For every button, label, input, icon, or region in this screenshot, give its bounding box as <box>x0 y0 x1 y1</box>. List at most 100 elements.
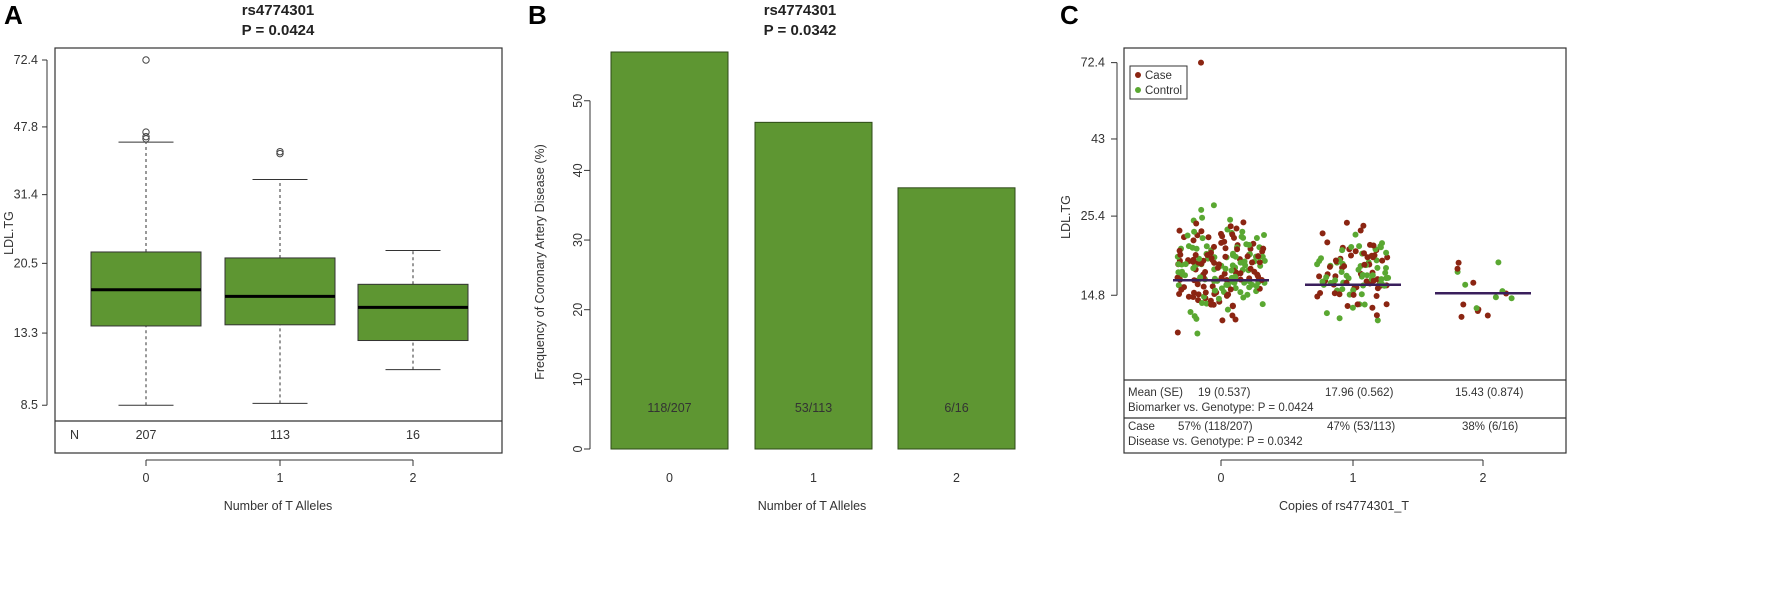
panel-a-xtick-label-2: 2 <box>410 471 417 485</box>
control-point-0-16 <box>1198 206 1205 213</box>
case-point-1-28 <box>1326 263 1333 270</box>
control-point-1-86 <box>1319 278 1326 285</box>
control-point-1-56 <box>1345 275 1352 282</box>
summary-case-1: 47% (53/113) <box>1327 421 1395 433</box>
case-point-1-34 <box>1373 312 1380 319</box>
control-point-2-13 <box>1473 305 1480 312</box>
control-point-0-76 <box>1199 214 1206 221</box>
case-point-0-186 <box>1222 253 1229 260</box>
panel-a-outlier-0-2 <box>142 135 150 143</box>
panel-c-legend: Case Control <box>1129 65 1188 100</box>
control-point-0-38 <box>1259 301 1266 308</box>
panel-a-box-1 <box>224 257 336 326</box>
panel-b: B rs4774301 P = 0.0342 01020304050118/20… <box>528 0 1016 513</box>
legend-case-marker <box>1135 72 1141 78</box>
case-point-1-82 <box>1324 239 1331 246</box>
case-point-1-53 <box>1373 293 1380 299</box>
control-point-0-17 <box>1194 330 1201 337</box>
panel-b-bar-label-0: 118/207 <box>647 401 691 415</box>
control-point-1-92 <box>1383 265 1389 271</box>
panel-a-ylabel: LDL.TG <box>2 211 16 255</box>
panel-a-ytick-label-5: 72.4 <box>14 53 38 67</box>
case-point-2-3 <box>1470 279 1477 286</box>
case-point-0-135 <box>1202 289 1209 296</box>
panel-b-subtitle: P = 0.0342 <box>764 22 837 39</box>
panel-a-xtick-label-0: 0 <box>143 471 150 485</box>
control-point-1-2 <box>1356 243 1363 250</box>
case-point-0-179 <box>1256 259 1263 266</box>
control-point-2-7 <box>1495 259 1502 266</box>
case-point-1-59 <box>1341 263 1348 270</box>
case-point-1-80 <box>1360 222 1367 229</box>
summary-mean-label: Mean (SE) <box>1128 387 1183 399</box>
control-point-0-146 <box>1191 313 1198 320</box>
panel-c-legend-box <box>1129 65 1188 100</box>
summary-biomarker-test: Biomarker vs. Genotype: P = 0.0424 <box>1128 402 1314 414</box>
control-point-1-93 <box>1350 287 1357 294</box>
summary-case-2: 38% (6/16) <box>1462 421 1518 433</box>
control-point-1-41 <box>1323 310 1330 317</box>
case-point-1-106 <box>1379 257 1386 264</box>
panel-b-xtick-label-0: 0 <box>666 471 673 485</box>
case-point-0-199 <box>1211 259 1218 266</box>
control-point-0-134 <box>1225 282 1231 289</box>
summary-mean-2: 15.43 (0.874) <box>1455 387 1524 399</box>
case-point-0-126 <box>1240 219 1247 226</box>
control-point-1-100 <box>1377 244 1384 251</box>
case-point-1-111 <box>1350 291 1357 298</box>
panel-a-title: rs4774301 <box>242 2 315 19</box>
control-point-2-0 <box>1462 281 1469 288</box>
control-point-0-200 <box>1191 228 1198 235</box>
control-point-0-73 <box>1240 294 1247 301</box>
case-point-0-98 <box>1223 292 1230 299</box>
case-point-0-138 <box>1198 260 1205 267</box>
control-point-2-4 <box>1508 295 1515 302</box>
case-point-0-185 <box>1177 251 1184 258</box>
case-point-1-8 <box>1344 303 1351 309</box>
control-point-1-27 <box>1336 315 1343 322</box>
panel-b-ylabel: Frequency of Coronary Artery Disease (%) <box>533 144 547 380</box>
legend-case-label: Case <box>1145 70 1172 82</box>
case-point-outlier <box>1198 59 1204 66</box>
summary-disease-test: Disease vs. Genotype: P = 0.0342 <box>1128 436 1303 448</box>
control-point-1-85 <box>1359 271 1366 278</box>
control-point-0-164 <box>1246 284 1253 291</box>
case-point-2-11 <box>1454 265 1461 272</box>
panel-c-plot-area: 14.8 25.4 43 72.4 0 1 2 <box>1081 56 1531 485</box>
panel-a-ytick-label-0: 8.5 <box>21 398 38 412</box>
control-point-1-60 <box>1374 264 1381 271</box>
case-point-0-93 <box>1176 227 1183 234</box>
case-point-1-69 <box>1319 230 1326 237</box>
case-point-1-95 <box>1370 277 1377 284</box>
panel-b-xtick-label-1: 1 <box>810 471 817 485</box>
panel-c-ylabel: LDL.TG <box>1059 195 1073 239</box>
control-point-1-36 <box>1361 301 1368 308</box>
case-point-1-81 <box>1370 242 1377 249</box>
panel-a-n-value-2: 16 <box>406 428 420 442</box>
control-point-1-39 <box>1348 244 1355 250</box>
panel-b-ytick-label-4: 40 <box>571 163 585 177</box>
case-point-0-181 <box>1190 294 1197 300</box>
case-point-1-99 <box>1332 257 1339 264</box>
case-point-2-10 <box>1458 313 1465 320</box>
control-point-1-103 <box>1332 277 1339 284</box>
case-point-0-95 <box>1193 220 1200 227</box>
case-point-0-159 <box>1178 286 1185 293</box>
case-point-0-188 <box>1207 297 1214 304</box>
case-point-0-203 <box>1185 293 1192 300</box>
control-point-0-194 <box>1212 287 1219 294</box>
control-point-0-115 <box>1237 289 1244 296</box>
case-point-0-148 <box>1205 234 1212 241</box>
case-point-0-157 <box>1218 239 1225 246</box>
case-point-0-169 <box>1190 258 1196 265</box>
case-point-0-182 <box>1208 255 1215 262</box>
case-point-0-171 <box>1194 281 1201 288</box>
control-point-0-202 <box>1232 253 1239 260</box>
control-point-1-55 <box>1339 286 1346 293</box>
panel-a-outlier-1-0 <box>276 149 284 158</box>
control-point-1-20 <box>1382 269 1389 276</box>
control-point-0-112 <box>1203 300 1210 307</box>
panel-b-letter: B <box>528 0 547 30</box>
panel-c-xtick-label-2: 2 <box>1480 471 1487 485</box>
